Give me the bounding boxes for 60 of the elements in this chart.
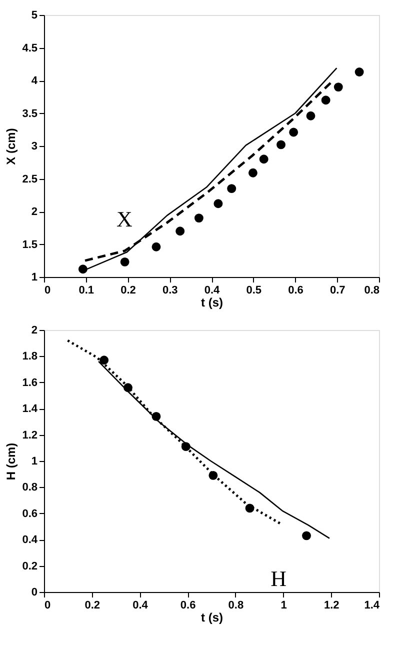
point <box>354 68 364 76</box>
annotation: X <box>116 206 132 232</box>
y-tick-label: 4.5 <box>22 42 38 54</box>
point <box>152 242 161 252</box>
point <box>259 154 268 164</box>
y-tick-label: 0.6 <box>22 508 38 520</box>
y-tick-label: 1.8 <box>22 350 38 363</box>
y-tick-label: 0.2 <box>22 560 38 572</box>
y-tick-label: 3 <box>31 140 38 152</box>
x-tick-label: 1.2 <box>324 600 340 612</box>
y-tick-label: 2 <box>31 324 38 336</box>
x-tick-label: 0.7 <box>330 284 346 296</box>
point <box>321 96 330 105</box>
y-tick-label: 3.5 <box>22 108 38 120</box>
point <box>120 257 130 266</box>
x-axis-title: t (s) <box>201 610 223 624</box>
y-axis-title: H (cm) <box>4 442 18 480</box>
x-tick-label: 0.4 <box>204 284 221 296</box>
point <box>334 82 343 92</box>
y-tick-label: 1.6 <box>22 376 38 389</box>
point <box>227 184 236 194</box>
point <box>78 264 88 274</box>
point <box>248 168 258 178</box>
annotation: H <box>270 566 287 591</box>
x-tick-label: 0.1 <box>78 284 94 296</box>
point <box>289 128 298 137</box>
x-tick-label: 1.4 <box>364 600 380 612</box>
point <box>306 111 316 120</box>
point <box>176 226 185 236</box>
point <box>194 214 204 223</box>
y-tick-label: 0.8 <box>22 482 38 494</box>
x-tick-label: 0.6 <box>288 284 304 296</box>
y-tick-label: 4 <box>31 75 38 87</box>
y-tick-label: 0.4 <box>22 534 38 546</box>
x-tick-label: 0.3 <box>162 284 178 296</box>
y-tick-label: 1.2 <box>22 429 38 442</box>
y-tick-label: 1 <box>31 456 38 468</box>
x-tick-label: 0 <box>44 284 51 296</box>
point <box>214 199 223 208</box>
x-tick-label: 0.8 <box>364 284 380 296</box>
y-tick-label: 1.5 <box>22 238 38 251</box>
y-tick-label: 0 <box>31 586 38 598</box>
x-tick-label: 0.2 <box>120 284 136 296</box>
x-tick-label: 0.5 <box>246 284 262 296</box>
y-axis-title: X (cm) <box>4 128 18 165</box>
point <box>100 356 109 365</box>
x-tick-label: 0 <box>44 600 51 612</box>
x-tick-label: 0.6 <box>180 600 196 612</box>
x-axis-title: t (s) <box>201 296 223 310</box>
point <box>302 531 311 540</box>
x-tick-label: 0.2 <box>84 600 100 612</box>
x-tick-label: 0.4 <box>132 600 149 612</box>
x-tick-label: 0.8 <box>228 600 244 612</box>
y-tick-label: 1 <box>31 272 38 284</box>
point <box>276 140 286 150</box>
y-tick-label: 1.4 <box>22 403 38 416</box>
y-tick-label: 2.5 <box>22 173 38 186</box>
y-tick-label: 5 <box>31 10 38 22</box>
y-tick-label: 2 <box>31 206 38 218</box>
x-tick-label: 1 <box>280 600 287 612</box>
